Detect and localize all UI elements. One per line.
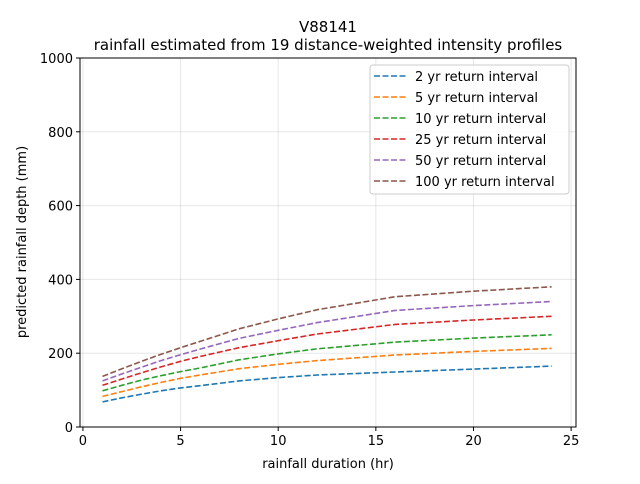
legend-label: 5 yr return interval <box>415 91 538 106</box>
y-tick-label: 400 <box>48 273 73 288</box>
series-line <box>102 286 552 378</box>
y-tick-label: 800 <box>48 126 73 141</box>
series-line <box>102 315 552 387</box>
series-line <box>102 365 552 403</box>
series-line <box>102 300 552 382</box>
legend-label: 100 yr return interval <box>415 175 555 190</box>
legend-box <box>369 64 570 195</box>
y-axis: 0 200 400 600 800 1000 <box>40 52 80 436</box>
y-axis-label: predicted rainfall depth (mm) <box>15 146 30 338</box>
x-tick-label: 0 <box>79 434 87 449</box>
x-axis-label: rainfall duration (hr) <box>262 457 394 472</box>
chart-title: V88141 <box>299 18 357 36</box>
legend: 2 yr return interval 5 yr return interval… <box>369 64 570 195</box>
series-lines <box>102 286 552 403</box>
x-tick-label: 25 <box>563 434 580 449</box>
series-line <box>102 334 552 392</box>
y-tick-label: 200 <box>48 347 73 362</box>
legend-label: 10 yr return interval <box>415 112 546 127</box>
plot-frame <box>79 57 577 428</box>
y-tick-label: 0 <box>65 421 73 436</box>
legend-label: 50 yr return interval <box>415 154 546 169</box>
series-line <box>102 347 552 398</box>
legend-label: 2 yr return interval <box>415 70 538 85</box>
chart-subtitle: rainfall estimated from 19 distance-weig… <box>94 36 563 54</box>
x-tick-label: 20 <box>465 434 482 449</box>
y-tick-label: 600 <box>48 200 73 215</box>
x-axis: 0 5 10 15 20 25 <box>79 427 580 449</box>
x-tick-label: 15 <box>368 434 385 449</box>
legend-label: 25 yr return interval <box>415 133 546 148</box>
y-tick-label: 1000 <box>40 52 73 67</box>
x-tick-label: 5 <box>176 434 184 449</box>
x-tick-label: 10 <box>270 434 287 449</box>
